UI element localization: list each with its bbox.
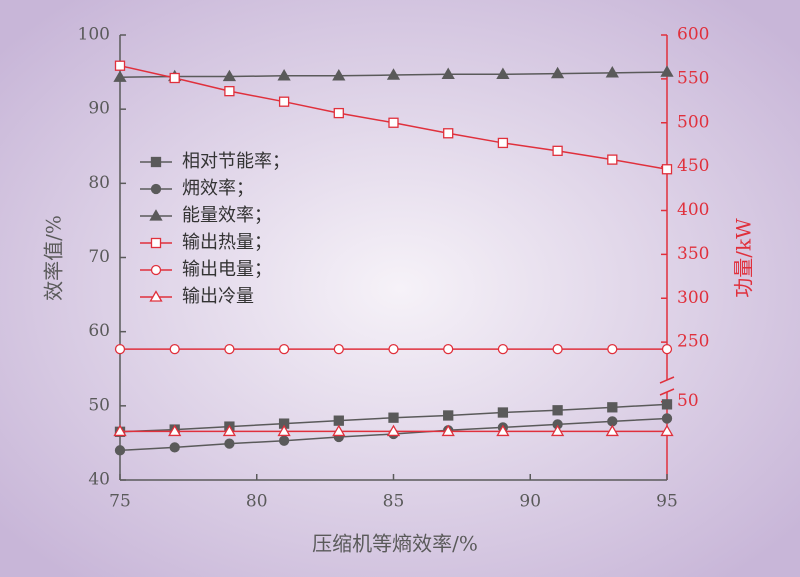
- marker: [332, 68, 346, 81]
- marker: [388, 343, 399, 355]
- marker: [661, 413, 673, 424]
- legend-marker: [150, 183, 162, 195]
- legend-label: 输出热量；: [182, 232, 272, 253]
- x-tick-label: 85: [383, 492, 405, 512]
- legend-label: 㶲效率；: [182, 178, 254, 199]
- marker: [114, 343, 126, 355]
- marker: [113, 70, 127, 82]
- y-tick-label: 70: [88, 247, 110, 267]
- y2-tick-label: 250: [677, 332, 709, 352]
- marker: [224, 86, 235, 97]
- marker: [224, 343, 235, 355]
- marker: [224, 438, 235, 449]
- marker: [386, 424, 401, 437]
- marker: [222, 69, 237, 82]
- marker: [552, 405, 563, 416]
- marker: [169, 343, 180, 355]
- x-tick-label: 90: [519, 492, 541, 512]
- y2-tick-label: 350: [677, 244, 709, 264]
- marker: [661, 343, 673, 355]
- marker: [443, 128, 454, 139]
- marker: [497, 343, 509, 355]
- marker: [168, 424, 182, 437]
- marker: [169, 72, 180, 84]
- legend-marker: [149, 290, 163, 302]
- marker: [333, 343, 344, 355]
- marker: [333, 107, 344, 119]
- marker: [660, 424, 674, 437]
- marker: [277, 68, 291, 81]
- y-axis-label: 效率值/%: [42, 215, 66, 301]
- marker: [388, 117, 399, 128]
- marker: [661, 399, 673, 410]
- y2-tick-label: 300: [677, 288, 709, 308]
- y2-tick-label: 550: [677, 68, 709, 88]
- y2-tick-label: 450: [677, 156, 709, 176]
- y2-tick-label: 500: [677, 112, 709, 132]
- y-tick-label: 100: [78, 25, 110, 45]
- marker: [607, 402, 618, 413]
- marker: [607, 154, 618, 165]
- marker: [552, 343, 563, 355]
- legend-label: 输出电量；: [182, 259, 272, 280]
- marker: [497, 407, 509, 418]
- y-tick-label: 50: [88, 395, 110, 415]
- marker: [277, 424, 291, 437]
- legend-marker: [150, 237, 162, 249]
- marker: [388, 412, 399, 423]
- marker: [661, 164, 673, 175]
- axis-break: [659, 388, 675, 396]
- marker: [278, 343, 290, 355]
- marker: [114, 445, 126, 456]
- x-tick-label: 75: [109, 492, 131, 512]
- y-tick-label: 40: [88, 470, 110, 490]
- y2-tick-label: 50: [677, 391, 699, 411]
- y-tick-label: 60: [88, 321, 110, 341]
- marker: [605, 66, 619, 78]
- marker: [550, 66, 565, 79]
- marker: [114, 60, 126, 71]
- marker: [386, 68, 401, 80]
- legend-label: 相对节能率；: [182, 151, 290, 172]
- marker: [496, 67, 510, 79]
- marker: [607, 416, 618, 427]
- axis-break: [659, 376, 675, 384]
- marker: [607, 343, 618, 355]
- y-tick-label: 90: [88, 99, 110, 119]
- marker: [550, 424, 565, 437]
- marker: [332, 424, 346, 437]
- legend-label: 能量效率；: [182, 205, 272, 226]
- x-tick-label: 95: [656, 492, 678, 512]
- y2-tick-label: 400: [677, 200, 709, 220]
- x-axis-label: 压缩机等熵效率/%: [312, 532, 478, 556]
- marker: [496, 424, 510, 437]
- marker: [441, 424, 455, 437]
- marker: [441, 67, 455, 79]
- x-tick-label: 80: [246, 492, 268, 512]
- marker: [605, 424, 619, 437]
- marker: [222, 424, 237, 437]
- marker: [443, 410, 454, 421]
- marker: [333, 415, 344, 426]
- marker: [552, 145, 563, 156]
- marker: [497, 137, 509, 149]
- marker: [660, 65, 674, 77]
- y2-axis-label: 功量/kW: [732, 218, 756, 298]
- y-tick-label: 80: [88, 173, 110, 193]
- marker: [278, 96, 290, 107]
- marker: [169, 442, 180, 453]
- y2-tick-label: 600: [677, 25, 709, 45]
- marker: [113, 424, 127, 437]
- marker: [443, 343, 454, 355]
- legend-marker: [150, 264, 162, 276]
- legend-marker: [150, 156, 162, 168]
- marker: [278, 435, 290, 446]
- legend-marker: [149, 209, 163, 221]
- legend-label: 输出冷量: [182, 286, 254, 307]
